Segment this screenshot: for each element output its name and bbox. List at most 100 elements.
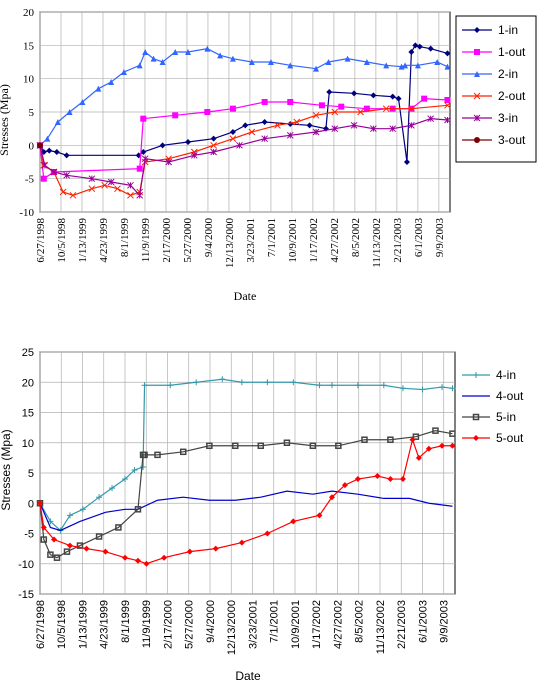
point-3-in: [63, 171, 71, 179]
chart-2-y-ticks: -15 -10 -5 0 5 10 15 20 25: [18, 347, 34, 601]
point-5-out: [121, 554, 128, 561]
point-3-in: [107, 178, 115, 186]
point-1-out: [287, 99, 294, 105]
point-5-in: [76, 542, 84, 549]
point-5-out: [83, 545, 90, 552]
x-tick-label: 6/27/1998: [35, 600, 47, 649]
x-tick-label: 10/5/1998: [56, 600, 68, 649]
point-5-out: [425, 445, 432, 452]
x-tick-label: 10/9/2001: [290, 600, 302, 649]
point-2-out: [293, 118, 301, 126]
point-4-in: [167, 382, 174, 389]
point-1-out: [229, 105, 236, 112]
point-5-in: [257, 442, 265, 450]
legend-label-2-in: 2-in: [498, 67, 518, 81]
x-tick-label: 12/13/2000: [226, 600, 238, 655]
legend-marker-4-in: [473, 372, 479, 378]
point-3-in: [261, 135, 268, 143]
chart-1-x-ticks: 6/27/1998 10/5/1998 1/13/1999 4/23/1999 8/1/…: [35, 218, 446, 269]
x-tick-label: 6/1/2003: [413, 218, 425, 258]
point-1-in: [242, 122, 249, 129]
point-5-in: [141, 451, 148, 459]
point-4-in: [79, 506, 86, 513]
point-2-in: [142, 49, 149, 55]
point-2-out: [40, 161, 48, 169]
point-1-out: [444, 97, 451, 103]
y-tick-label: 5: [28, 468, 34, 480]
x-tick-label: 12/13/2000: [224, 218, 236, 269]
legend-label-1-out: 1-out: [498, 45, 526, 59]
point-2-out: [382, 105, 390, 113]
chart-1-y-axis-label: Stresses (Mpa): [0, 84, 11, 156]
point-4-in: [380, 382, 387, 389]
point-4-in: [193, 379, 200, 386]
point-1-in: [306, 122, 313, 129]
x-tick-label: 1/17/2002: [308, 218, 320, 263]
point-5-in: [206, 442, 213, 450]
point-4-in: [399, 385, 406, 392]
point-5-in: [361, 436, 368, 443]
point-1-in: [210, 135, 217, 142]
point-4-in: [449, 385, 456, 392]
point-5-out: [399, 476, 406, 483]
point-4-in: [354, 382, 361, 389]
point-5-in: [283, 439, 291, 446]
point-5-out: [238, 539, 245, 546]
point-3-in: [210, 148, 217, 156]
point-1-in: [229, 129, 236, 135]
chart-2-grid: [39, 351, 455, 595]
legend-label-1-in: 1-in: [498, 23, 518, 37]
point-3-in: [350, 121, 358, 129]
point-2-in: [313, 65, 320, 72]
x-tick-label: 3/23/2001: [245, 218, 257, 263]
point-2-in: [383, 62, 390, 69]
point-3-in: [141, 155, 149, 163]
point-5-out: [354, 476, 361, 483]
point-5-out: [66, 542, 73, 549]
x-tick-label: 7/1/2001: [269, 600, 281, 643]
y-tick-label: -10: [18, 559, 34, 571]
legend-label-5-out: 5-out: [496, 431, 524, 445]
point-2-in: [229, 55, 236, 62]
point-2-out: [101, 181, 109, 189]
x-tick-label: 1/13/1999: [77, 600, 89, 649]
legend-label-4-out: 4-out: [496, 389, 524, 403]
legend-marker-5-out: [473, 435, 479, 441]
chart-2-legend: 4-in 4-out 5-in 5-out: [462, 368, 524, 445]
point-2-in: [287, 62, 294, 69]
point-1-in: [326, 89, 333, 95]
point-5-out: [186, 548, 193, 555]
point-3-in: [236, 141, 243, 149]
point-2-in: [217, 52, 224, 59]
point-1-in: [389, 93, 396, 100]
point-1-out: [318, 102, 325, 109]
x-tick-label: 9/9/2003: [434, 218, 446, 258]
chart-1-series-group: [36, 42, 451, 199]
point-4-in: [316, 382, 323, 389]
point-2-out: [331, 108, 339, 116]
point-1-in: [408, 49, 415, 55]
y-tick-label: -15: [18, 589, 34, 601]
point-3-in: [312, 128, 320, 136]
y-tick-label: 10: [22, 438, 34, 450]
point-1-in: [63, 152, 70, 159]
point-5-in: [40, 536, 48, 543]
point-2-in: [325, 59, 332, 65]
point-1-out: [261, 99, 268, 105]
y-tick-label: -5: [24, 529, 34, 541]
y-tick-label: 15: [22, 408, 34, 420]
point-5-in: [154, 451, 161, 459]
y-tick-label: 20: [22, 377, 34, 389]
point-1-out: [421, 95, 428, 102]
point-2-out: [59, 188, 67, 196]
point-4-in: [121, 476, 128, 483]
point-5-out: [439, 442, 446, 449]
x-tick-label: 2/21/2003: [392, 218, 404, 263]
point-3-in: [444, 116, 451, 124]
legend-marker-2-out: [473, 92, 481, 100]
legend-marker-3-out: [474, 137, 480, 143]
point-5-in: [387, 436, 394, 443]
y-tick-label: 0: [28, 498, 34, 510]
x-tick-label: 5/27/2000: [184, 600, 196, 649]
point-3-in: [331, 125, 339, 133]
